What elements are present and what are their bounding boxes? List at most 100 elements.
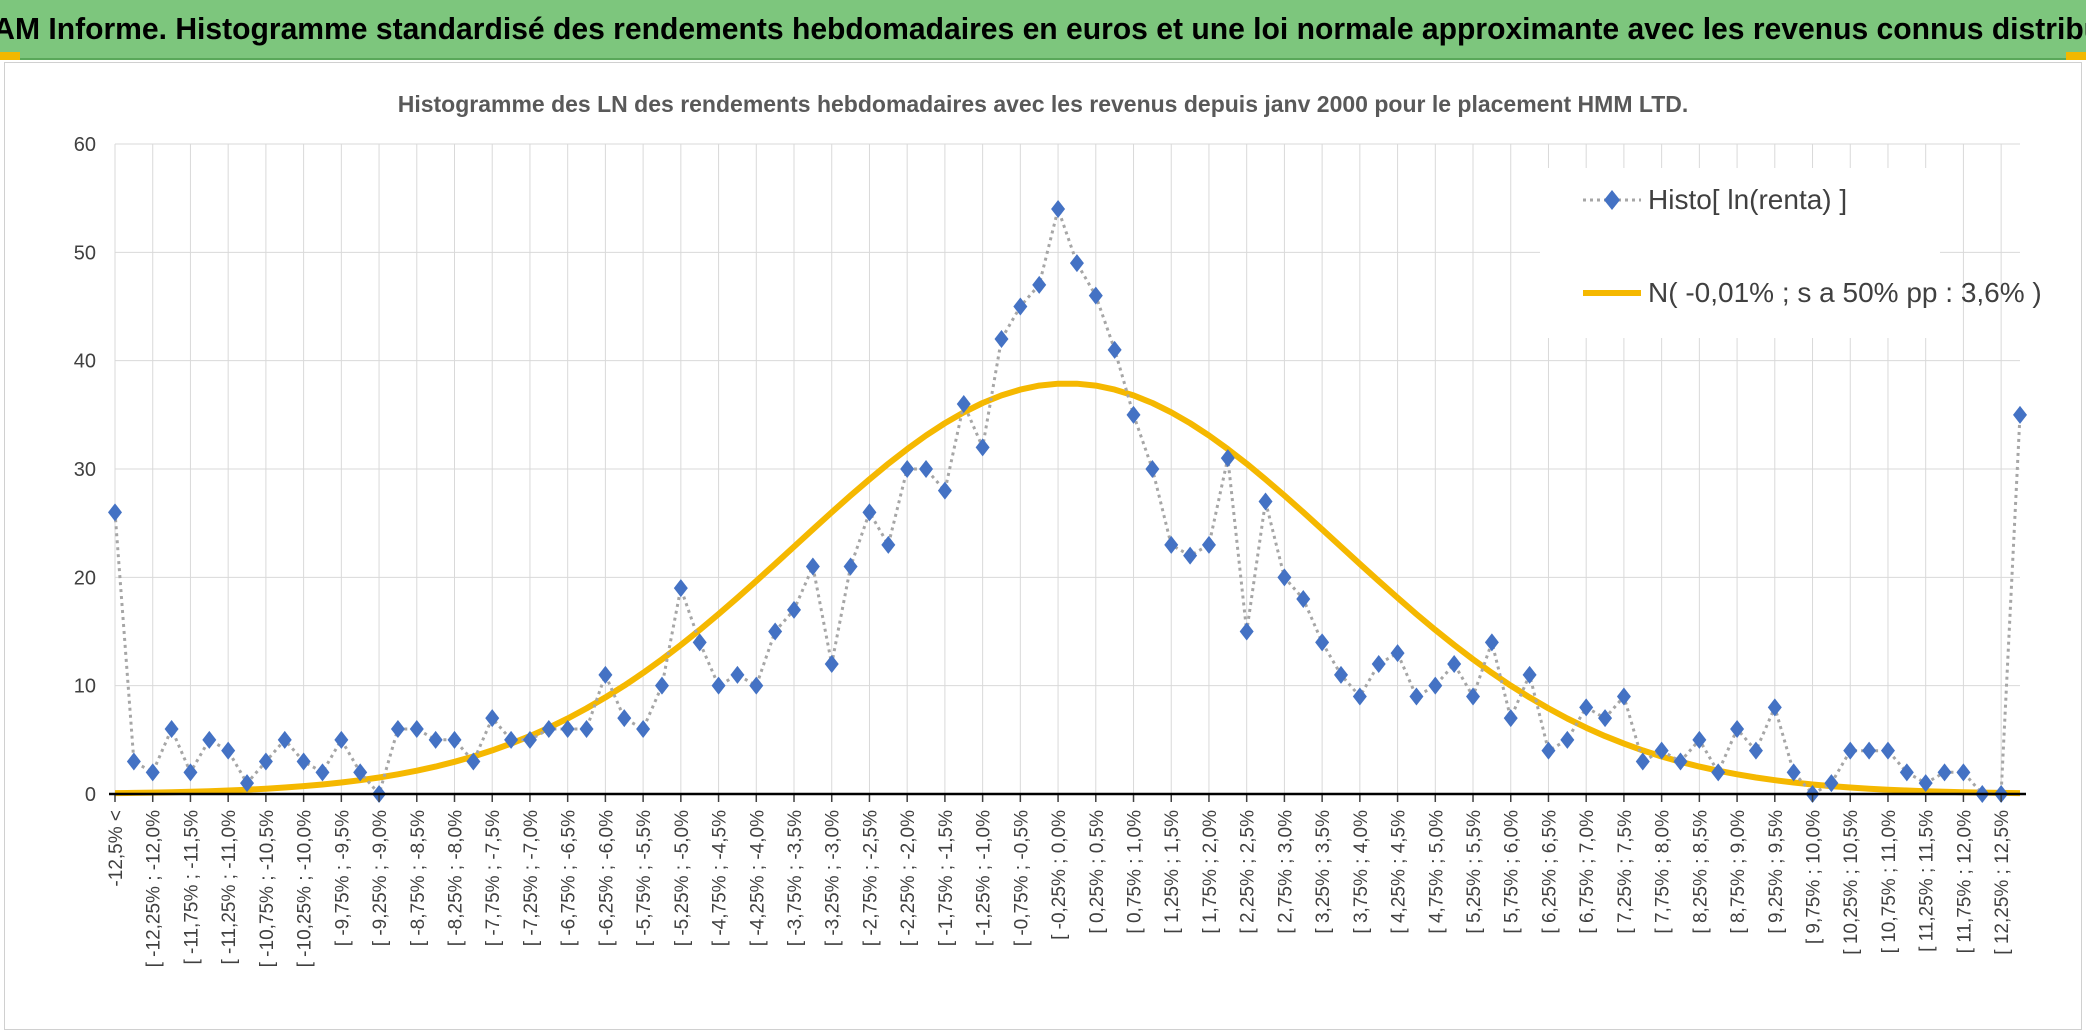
histogram-point bbox=[164, 720, 179, 738]
histogram-point bbox=[1088, 286, 1103, 305]
histogram-point bbox=[1352, 687, 1367, 706]
histogram-point bbox=[598, 665, 613, 684]
x-tick-label: [ -4,75% ; -4,5% bbox=[710, 810, 731, 946]
histogram-point bbox=[145, 763, 160, 782]
histogram-point bbox=[1579, 698, 1594, 717]
histogram-point bbox=[1428, 676, 1443, 695]
histogram-point bbox=[1616, 687, 1631, 706]
histogram-point bbox=[390, 720, 405, 738]
histogram-point bbox=[824, 655, 839, 673]
legend-normal-label: N( -0,01% ; s a 50% pp : 3,6% ) bbox=[1648, 277, 2042, 308]
report-banner: ADAM Informe. Histogramme standardisé de… bbox=[0, 0, 2086, 60]
grid bbox=[114, 143, 2020, 794]
histogram-point bbox=[2013, 405, 2027, 424]
histogram-point bbox=[315, 763, 330, 782]
histogram-point bbox=[711, 676, 726, 695]
x-tick-label: [ 5,75% ; 6,0% bbox=[1502, 810, 1523, 934]
histogram-point bbox=[881, 535, 896, 554]
x-tick-label: [ -8,25% ; -8,0% bbox=[446, 810, 467, 946]
histogram-point bbox=[1541, 741, 1556, 760]
histogram-point bbox=[1843, 741, 1858, 760]
banner-corner-left bbox=[0, 52, 20, 60]
histogram-point bbox=[428, 730, 443, 749]
y-tick-label: 30 bbox=[74, 459, 96, 481]
x-tick-label: [ 9,75% ; 10,0% bbox=[1804, 810, 1825, 944]
x-tick-label: [ 2,25% ; 2,5% bbox=[1238, 810, 1259, 934]
x-tick-label: [ -3,25% ; -3,0% bbox=[823, 810, 844, 946]
histogram-point bbox=[1899, 763, 1914, 782]
histogram-point bbox=[258, 752, 273, 771]
x-tick-label: [ -11,75% ; -11,5% bbox=[181, 810, 202, 965]
normal-curve-line bbox=[114, 380, 2021, 797]
histogram-point bbox=[1371, 655, 1386, 673]
x-tick-label: [ -7,75% ; -7,5% bbox=[483, 810, 504, 946]
histogram-point bbox=[787, 600, 802, 619]
histogram-point bbox=[673, 579, 688, 598]
histogram-point bbox=[975, 438, 990, 457]
histogram-point bbox=[1466, 687, 1481, 706]
histogram-point bbox=[636, 720, 651, 738]
histogram-point bbox=[1692, 730, 1707, 749]
x-tick-label: [ 5,25% ; 5,5% bbox=[1464, 810, 1485, 934]
histogram-point bbox=[730, 665, 745, 684]
histogram-point bbox=[1258, 492, 1273, 511]
x-tick-label: [ 10,75% ; 11,0% bbox=[1879, 810, 1900, 953]
x-tick-label: [ 6,75% ; 7,0% bbox=[1577, 810, 1598, 934]
histogram-point bbox=[1598, 709, 1613, 728]
histogram-point bbox=[126, 752, 141, 771]
histogram-point bbox=[1522, 665, 1537, 684]
x-tick-label: [ -1,25% ; -1,0% bbox=[974, 810, 995, 946]
histogram-point bbox=[541, 720, 556, 738]
x-tick-label: [ -9,75% ; -9,5% bbox=[332, 810, 353, 946]
x-tick-label: [ 9,25% ; 9,5% bbox=[1766, 810, 1787, 934]
histogram-point bbox=[956, 395, 971, 413]
histogram-point bbox=[1824, 774, 1839, 793]
histogram-point bbox=[1748, 741, 1763, 760]
x-tick-label: [ 2,75% ; 3,0% bbox=[1275, 810, 1296, 934]
histogram-point bbox=[1239, 622, 1254, 641]
histogram-point bbox=[1918, 774, 1933, 793]
histogram-point bbox=[1711, 763, 1726, 782]
histogram-point bbox=[202, 730, 217, 749]
x-tick-label: [ -8,75% ; -8,5% bbox=[408, 810, 429, 946]
x-tick-label: [ 7,75% ; 8,0% bbox=[1653, 810, 1674, 934]
histogram-point bbox=[1145, 460, 1160, 478]
x-tick-label: [ -0,75% ; -0,5% bbox=[1011, 810, 1032, 946]
histogram-point bbox=[919, 460, 934, 478]
histogram-point bbox=[1654, 741, 1669, 760]
histogram-point bbox=[1673, 752, 1688, 771]
chart-title: Histogramme des LN des rendements hebdom… bbox=[398, 91, 1689, 117]
x-tick-label: [ -12,25% ; -12,0% bbox=[144, 810, 165, 967]
histogram-point bbox=[1296, 590, 1311, 608]
histogram-point bbox=[1409, 687, 1424, 706]
x-tick-label: [ 12,25% ; 12,5% bbox=[1992, 810, 2013, 955]
x-tick-label: [ 0,75% ; 1,0% bbox=[1125, 810, 1146, 934]
histogram-point bbox=[1183, 546, 1198, 565]
x-tick-label: [ -7,25% ; -7,0% bbox=[521, 810, 542, 946]
histogram-point bbox=[1635, 752, 1650, 771]
x-tick-label: [ -1,75% ; -1,5% bbox=[936, 810, 957, 946]
histogram-point bbox=[1447, 655, 1462, 673]
y-tick-label: 0 bbox=[85, 784, 96, 806]
x-tick-label: [ 0,25% ; 0,5% bbox=[1087, 810, 1108, 934]
histogram-point bbox=[183, 763, 198, 782]
histogram-point bbox=[353, 763, 368, 782]
x-tick-label: [ -10,25% ; -10,0% bbox=[295, 810, 316, 967]
y-tick-label: 40 bbox=[74, 351, 96, 373]
x-tick-label: [ -9,25% ; -9,0% bbox=[370, 810, 391, 946]
histogram-point bbox=[334, 730, 349, 749]
histogram-point bbox=[1107, 340, 1122, 359]
histogram-point bbox=[617, 709, 632, 728]
x-tick-label: [ 3,25% ; 3,5% bbox=[1313, 810, 1334, 934]
histogram-point bbox=[1390, 644, 1405, 663]
axes: 0 10 20 30 40 50 60 -12,5% < [ -12,25% ; -12,0% [… bbox=[74, 134, 2026, 967]
histogram-point bbox=[447, 730, 462, 749]
histogram-point bbox=[221, 741, 236, 760]
x-tick-label: [ 6,25% ; 6,5% bbox=[1539, 810, 1560, 934]
x-tick-label: [ 8,75% ; 9,0% bbox=[1728, 810, 1749, 934]
histogram-series bbox=[108, 200, 2027, 803]
legend-histo-label: Histo[ ln(renta) ] bbox=[1648, 184, 1847, 215]
x-tick-label: [ -11,25% ; -11,0% bbox=[219, 810, 240, 965]
legend-histo-marker bbox=[1604, 190, 1620, 210]
histogram-point bbox=[1880, 741, 1895, 760]
